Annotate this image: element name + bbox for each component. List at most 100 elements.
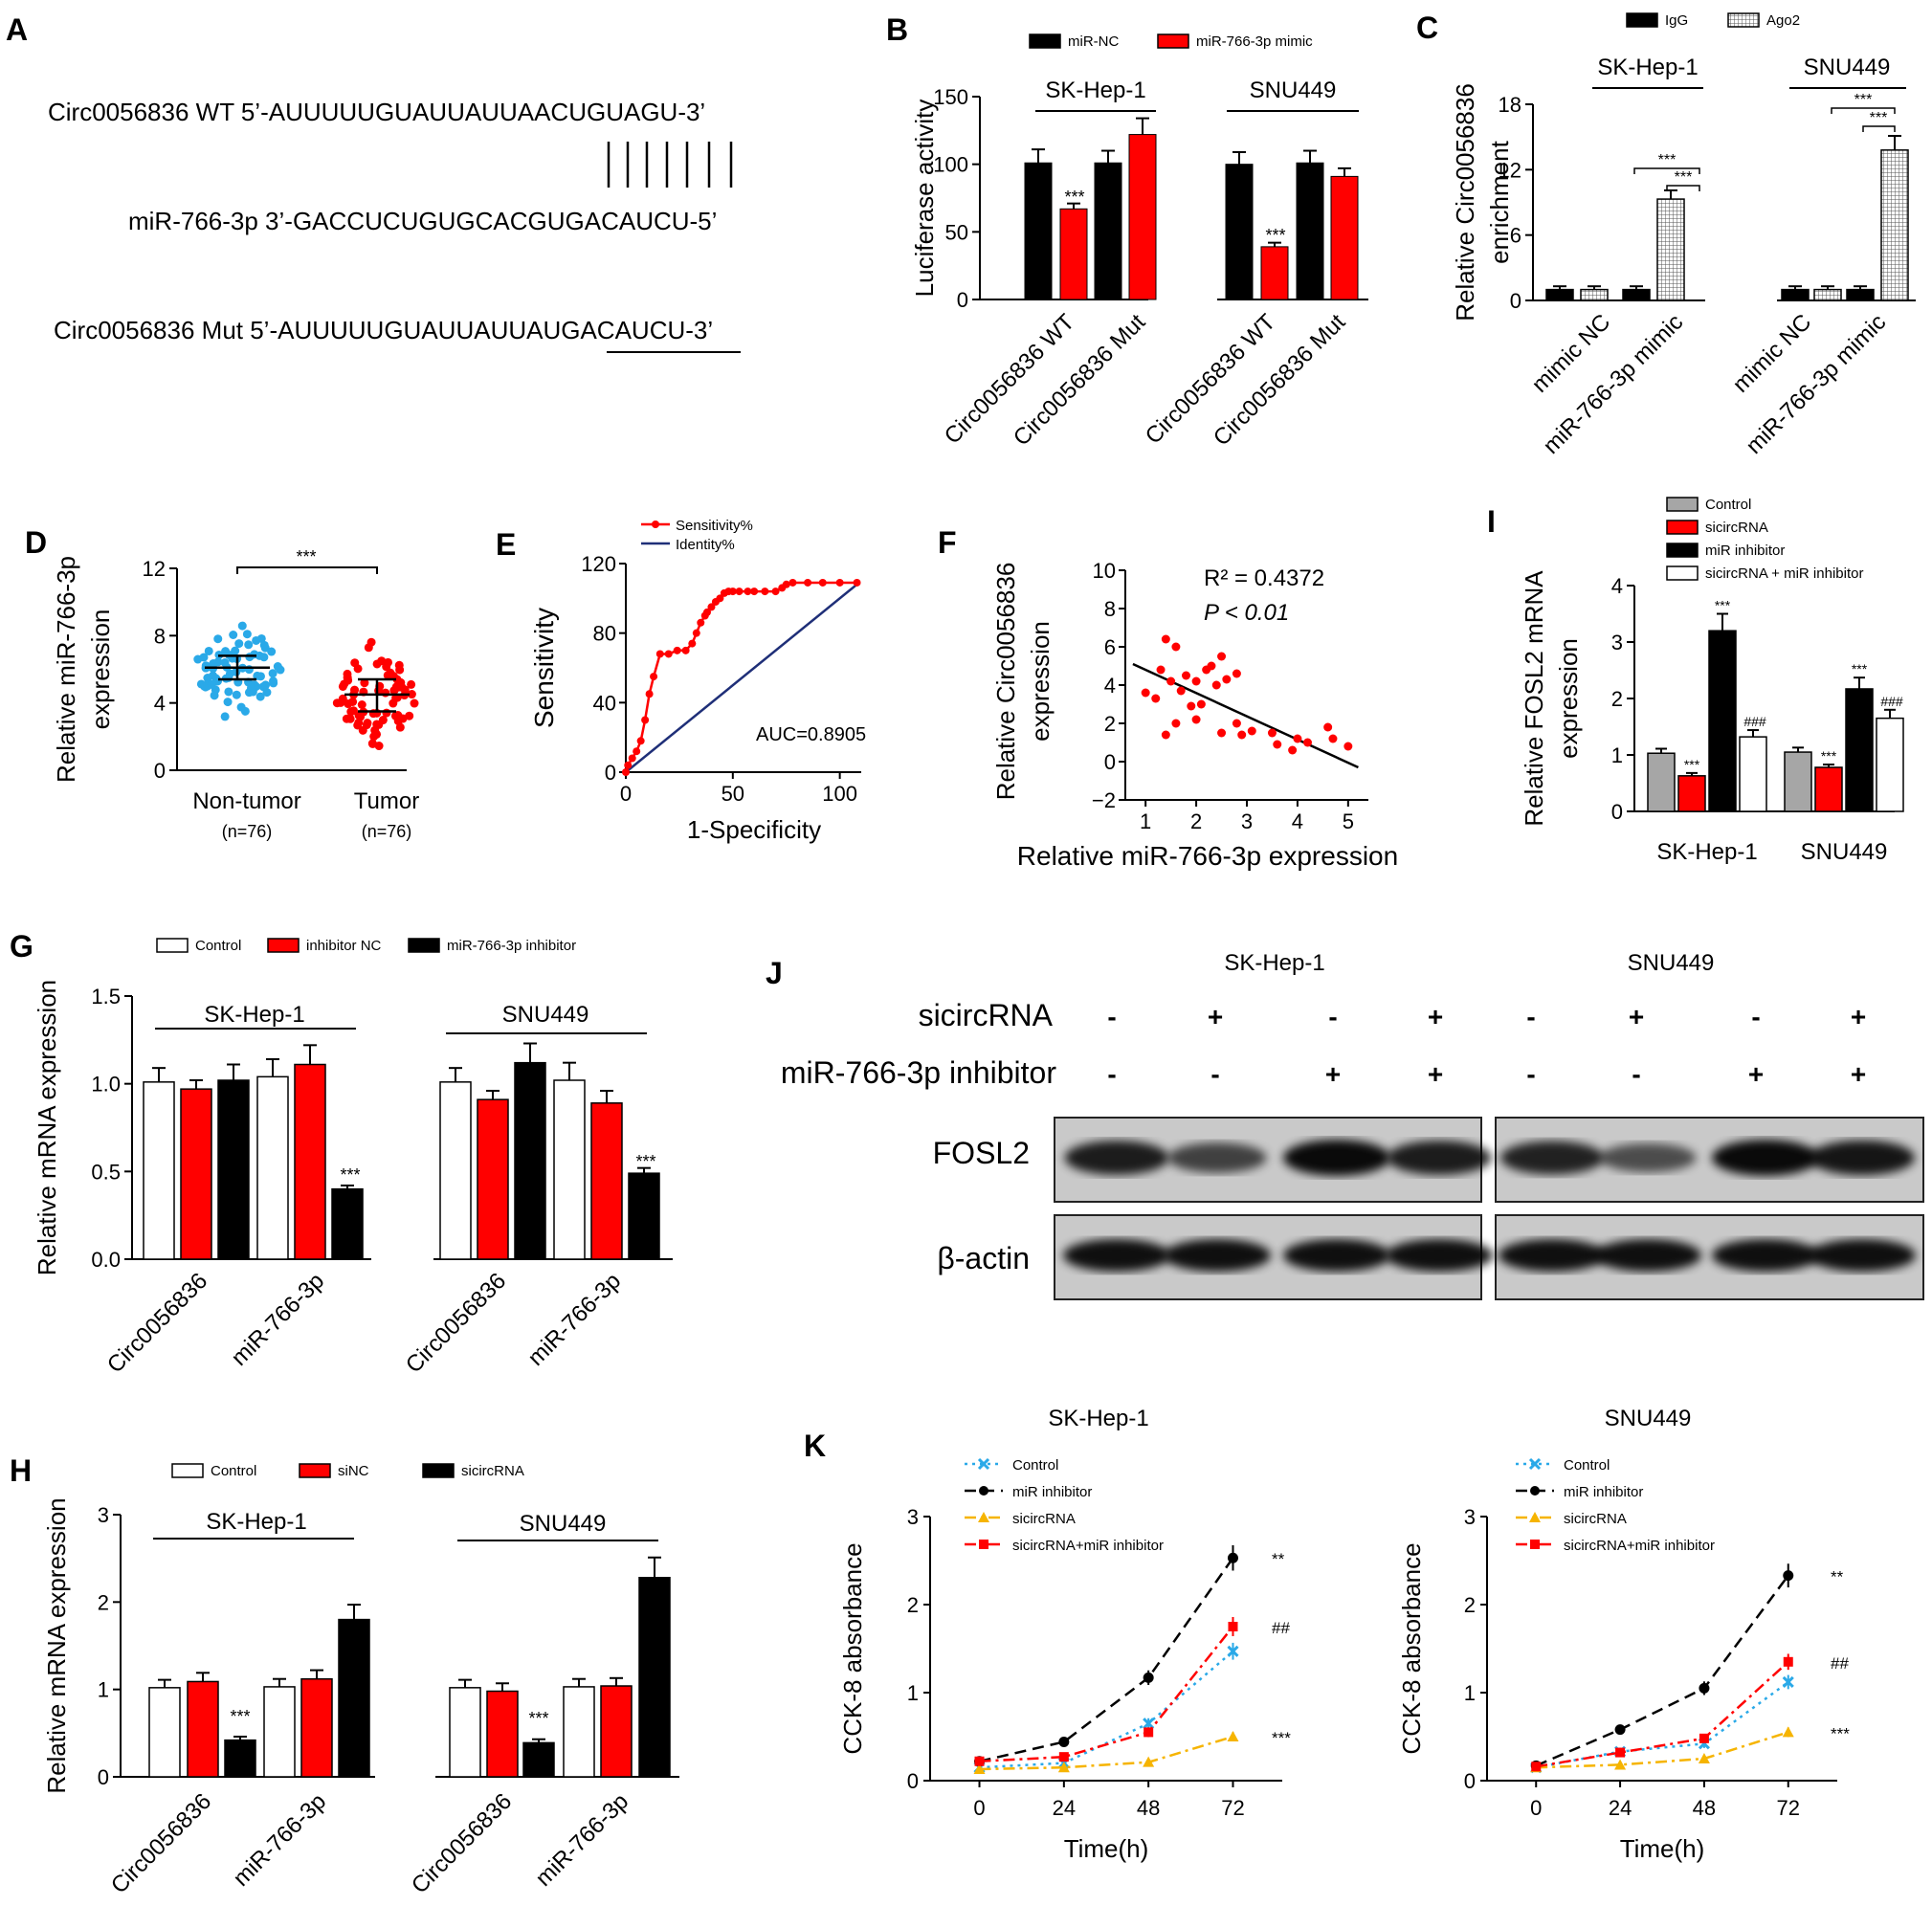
roc-point bbox=[636, 737, 645, 745]
legend-label: Sensitivity% bbox=[676, 518, 753, 534]
roc-point bbox=[697, 618, 705, 627]
data-point bbox=[223, 698, 233, 707]
y-tick-label: 4 bbox=[1611, 574, 1623, 598]
bar-2 bbox=[1708, 630, 1737, 812]
bar-1 bbox=[180, 1088, 212, 1260]
actin-band bbox=[1164, 1239, 1271, 1272]
panel-c-chart: 0 6 12 18 Relative Circ0056836 enrichment SK-H… bbox=[1451, 12, 1916, 459]
x-category-label: Circ0056836 bbox=[407, 1788, 517, 1898]
bar-ago2 bbox=[1813, 288, 1842, 301]
data-point bbox=[1247, 726, 1256, 736]
actin-band bbox=[1499, 1239, 1606, 1272]
legend-marker bbox=[979, 1486, 988, 1496]
y-tick-label: 12 bbox=[143, 557, 166, 581]
legend-label: Control bbox=[1012, 1457, 1058, 1474]
series-line bbox=[1535, 1574, 1789, 1767]
x-category-label: miR-766-3p mimic bbox=[1741, 309, 1891, 459]
bar-mimic bbox=[1128, 134, 1157, 300]
data-point bbox=[207, 679, 216, 689]
row-label-inhibitor: miR-766-3p inhibitor bbox=[781, 1055, 1056, 1090]
group-label: SNU449 bbox=[1250, 78, 1337, 103]
y-tick-label: 0 bbox=[1611, 800, 1623, 824]
legend-label: Control bbox=[195, 938, 241, 954]
roc-point bbox=[835, 578, 844, 587]
data-point bbox=[1182, 671, 1190, 680]
bar-0 bbox=[1647, 752, 1676, 812]
data-point bbox=[1151, 694, 1161, 703]
bar-nc bbox=[1225, 164, 1254, 300]
data-point bbox=[1211, 680, 1221, 690]
data-point bbox=[1293, 734, 1302, 743]
data-point bbox=[345, 714, 355, 723]
legend-marker bbox=[1530, 1540, 1540, 1549]
legend-marker bbox=[978, 1512, 989, 1522]
seq-wt: Circ0056836 WT 5’-AUUUUUGUAUUAUUAACUGUAG… bbox=[48, 98, 705, 126]
group-label: SK-Hep-1 bbox=[1045, 78, 1145, 103]
data-point bbox=[384, 657, 393, 667]
panel-g-chart: 0.0 0.5 1.0 1.5 Relative mRNA expression *** *… bbox=[33, 938, 673, 1378]
data-point bbox=[224, 687, 233, 697]
y-tick-label: 0 bbox=[1510, 289, 1521, 313]
data-point bbox=[410, 698, 419, 708]
series-marker bbox=[1698, 1753, 1710, 1763]
series-line bbox=[1536, 1731, 1789, 1769]
roc-point bbox=[641, 716, 650, 724]
significance-mark: *** bbox=[1684, 757, 1700, 772]
bar-ago2 bbox=[1580, 288, 1609, 301]
data-point bbox=[372, 659, 382, 669]
bar-nc bbox=[1024, 162, 1053, 300]
cell-line-label: SK-Hep-1 bbox=[1224, 950, 1324, 976]
panel-label-f: F bbox=[938, 525, 957, 560]
data-point bbox=[1171, 642, 1181, 652]
legend-marker bbox=[1530, 1486, 1540, 1496]
data-point bbox=[378, 716, 388, 725]
y-tick-label: 18 bbox=[1499, 93, 1521, 117]
data-point bbox=[364, 643, 373, 653]
significance-bracket bbox=[1831, 107, 1896, 114]
bar-igg bbox=[1545, 288, 1574, 301]
significance-mark: *** bbox=[340, 1165, 360, 1185]
legend-swatch bbox=[1666, 497, 1699, 512]
x-tick-label: 100 bbox=[822, 782, 857, 806]
y-axis-label: Relative Circ0056836 bbox=[1451, 83, 1479, 321]
actin-band bbox=[1283, 1239, 1390, 1272]
roc-point bbox=[750, 587, 759, 596]
y-axis-label: Relative mRNA expression bbox=[33, 980, 61, 1275]
y-tick-label: 80 bbox=[593, 622, 616, 646]
series-marker bbox=[1614, 1724, 1626, 1736]
legend-label: sicircRNA bbox=[1012, 1511, 1076, 1527]
bar-0 bbox=[563, 1686, 595, 1778]
x-tick-label: 72 bbox=[1777, 1796, 1800, 1820]
lane-sign: + bbox=[1325, 1059, 1341, 1089]
roc-point bbox=[716, 594, 724, 603]
panel-k-snu449-chart: 0 1 2 3 0 24 48 72 CCK-8 absorbance Time(h) SNU449… bbox=[1397, 1406, 1850, 1863]
y-axis-label: expression bbox=[86, 609, 115, 730]
data-point bbox=[213, 634, 223, 644]
x-category-label: Circ0056836 WT bbox=[940, 309, 1080, 450]
data-point bbox=[255, 692, 265, 701]
data-point bbox=[1237, 730, 1247, 740]
legend-label: miR-766-3p mimic bbox=[1196, 33, 1313, 50]
data-point bbox=[381, 688, 390, 698]
roc-point bbox=[771, 587, 780, 596]
chart-title: SK-Hep-1 bbox=[1048, 1406, 1148, 1431]
data-point bbox=[199, 653, 209, 662]
data-point bbox=[261, 680, 271, 690]
data-point bbox=[1191, 676, 1201, 686]
x-tick-label: 1 bbox=[1140, 809, 1151, 833]
panel-label-c: C bbox=[1416, 11, 1438, 45]
series-marker bbox=[973, 1763, 986, 1775]
x-axis-label: Time(h) bbox=[1620, 1834, 1705, 1863]
x-category-label: miR-766-3p mimic bbox=[1538, 309, 1688, 459]
roc-point bbox=[744, 587, 752, 596]
y-tick-label: 1 bbox=[1611, 743, 1623, 767]
data-point bbox=[344, 676, 353, 685]
bar-2 bbox=[628, 1172, 660, 1260]
data-point bbox=[360, 678, 369, 688]
legend-swatch bbox=[1666, 565, 1699, 581]
lane-sign: + bbox=[1851, 1002, 1866, 1031]
chart-title: SNU449 bbox=[1605, 1406, 1692, 1431]
data-point bbox=[1217, 728, 1227, 738]
x-tick-label: 2 bbox=[1190, 809, 1202, 833]
